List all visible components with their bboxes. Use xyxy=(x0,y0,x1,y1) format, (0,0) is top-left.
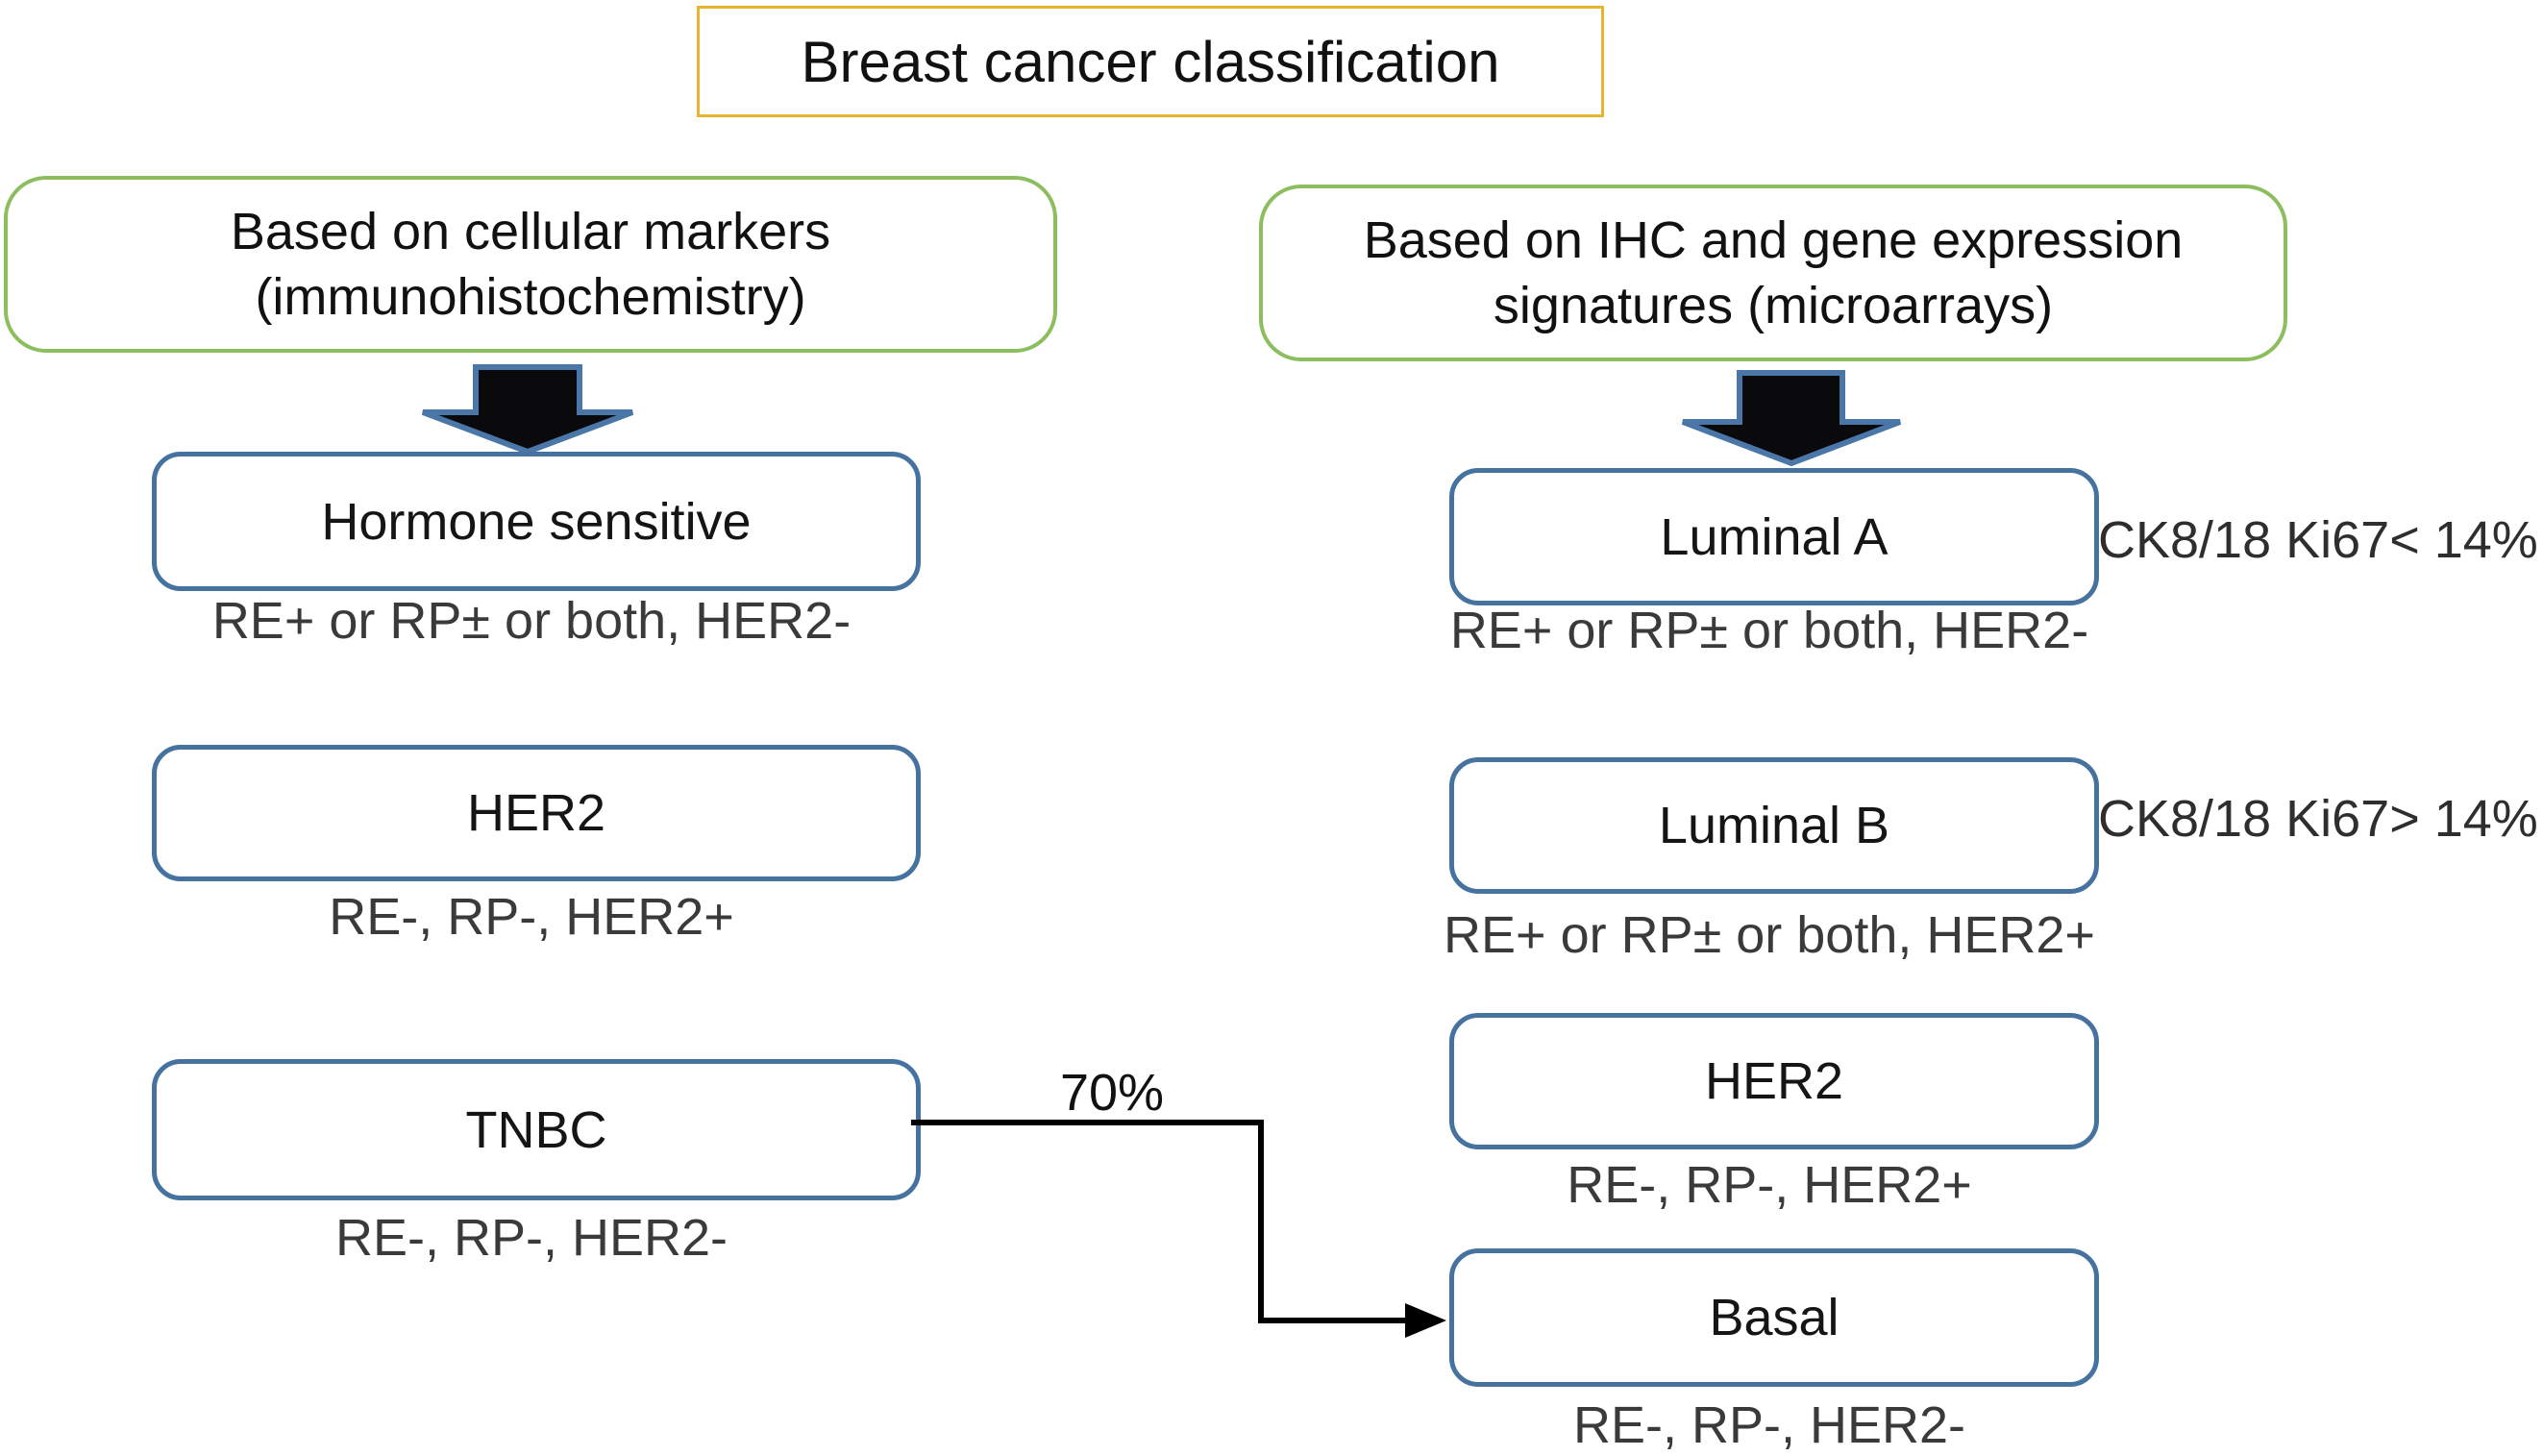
down-arrow-left-icon xyxy=(421,364,634,455)
right-arrowhead-icon xyxy=(1405,1303,1446,1338)
marker-text-her2-right: RE-, RP-, HER2+ xyxy=(1567,1156,1972,1214)
marker-text-basal: RE-, RP-, HER2- xyxy=(1572,1396,1966,1454)
side-note-luminal-b: CK8/18 Ki67> 14% xyxy=(2098,790,2538,848)
node-label-luminal-a: Luminal A xyxy=(1660,507,1889,566)
node-box-her2-left: HER2 xyxy=(152,745,921,881)
marker-text-hormone-sensitive: RE+ or RP± or both, HER2- xyxy=(211,592,852,650)
connector-line xyxy=(911,1120,1405,1323)
left-branch-header-box: Based on cellular markers (immunohistoch… xyxy=(4,176,1057,353)
connector-percentage-label: 70% xyxy=(1059,1064,1165,1122)
node-box-basal: Basal xyxy=(1449,1248,2099,1387)
marker-text-her2-left: RE-, RP-, HER2+ xyxy=(329,888,734,946)
node-box-tnbc: TNBC xyxy=(152,1059,921,1200)
marker-text-tnbc: RE-, RP-, HER2- xyxy=(334,1209,728,1267)
node-label-tnbc: TNBC xyxy=(465,1100,607,1159)
marker-text-luminal-a: RE+ or RP± or both, HER2- xyxy=(1449,602,2089,659)
right-branch-header-box: Based on IHC and gene expression signatu… xyxy=(1259,185,2287,361)
marker-text-luminal-b: RE+ or RP± or both, HER2+ xyxy=(1444,906,2095,964)
right-branch-header-line2: signatures (microarrays) xyxy=(1493,277,2054,334)
node-label-basal: Basal xyxy=(1709,1289,1839,1346)
title-box: Breast cancer classification xyxy=(697,6,1604,117)
right-branch-header-line1: Based on IHC and gene expression xyxy=(1363,211,2184,269)
tnbc-to-basal-connector xyxy=(911,1120,1446,1338)
page-title: Breast cancer classification xyxy=(801,29,1500,94)
node-label-luminal-b: Luminal B xyxy=(1658,797,1890,854)
node-box-luminal-b: Luminal B xyxy=(1449,757,2099,894)
node-box-luminal-a: Luminal A xyxy=(1449,468,2099,605)
down-arrow-right-icon xyxy=(1681,370,1902,466)
node-box-hormone-sensitive: Hormone sensitive xyxy=(152,452,921,591)
node-label-hormone-sensitive: Hormone sensitive xyxy=(321,492,752,551)
left-branch-header-line1: Based on cellular markers xyxy=(230,203,831,260)
node-box-her2-right: HER2 xyxy=(1449,1013,2099,1149)
node-label-her2-right: HER2 xyxy=(1704,1052,1844,1110)
left-branch-header-line2: (immunohistochemistry) xyxy=(255,268,806,326)
node-label-her2-left: HER2 xyxy=(466,784,606,842)
side-note-luminal-a: CK8/18 Ki67< 14% xyxy=(2098,511,2538,569)
